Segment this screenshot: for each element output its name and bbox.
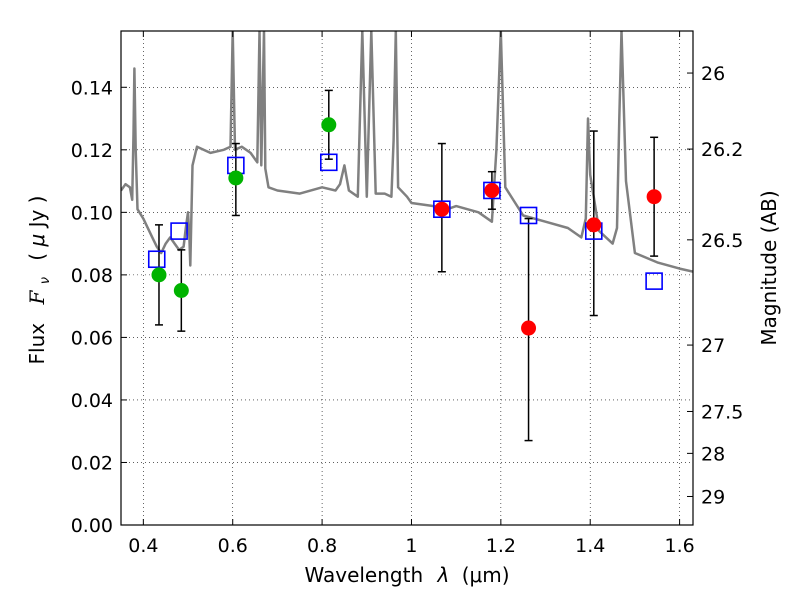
y2-tick-label-3: 27: [701, 335, 725, 357]
x-axis-title-unit: (μm): [462, 563, 510, 587]
y-tick-label-2: 0.04: [71, 390, 113, 412]
y-axis-title-nu: ν: [38, 277, 53, 284]
x-tick-label-3: 1: [405, 535, 417, 557]
y2-tick-label-2: 26.5: [701, 230, 743, 252]
y2-tick-label-4: 27.5: [701, 401, 743, 423]
optical-photometry-point-2: [228, 170, 244, 186]
model-photometry-square-8: [645, 272, 663, 290]
model-photometry-square-3: [319, 153, 338, 172]
x-tick-label-0: 0.4: [128, 535, 158, 557]
y2-axis-title: Magnitude (AB): [757, 190, 781, 345]
nir-photometry-point-2: [521, 320, 537, 336]
model-photometry-square-0: [147, 250, 166, 269]
plot-frame: [120, 30, 694, 526]
y-tick-label-4: 0.08: [71, 265, 113, 287]
y-tick-label-5: 0.10: [71, 202, 113, 224]
x-axis-title: Wavelength λ (μm): [304, 563, 509, 587]
y-axis-title-flux: Flux: [25, 323, 49, 365]
model-photometry-square-1: [170, 222, 188, 240]
x-axis-title-lambda: λ: [437, 563, 450, 587]
y-axis-title-f: F: [25, 290, 49, 306]
y-axis-title-jy: Jy ): [25, 196, 49, 230]
y-tick-label-7: 0.14: [71, 77, 113, 99]
optical-photometry-point-0: [151, 267, 167, 283]
x-tick-label-1: 0.6: [218, 535, 248, 557]
x-tick-label-4: 1.2: [486, 535, 516, 557]
y2-tick-label-1: 26.2: [701, 139, 743, 161]
nir-photometry-point-1: [484, 182, 500, 198]
nir-photometry-point-3: [586, 217, 602, 233]
grid-lines: [121, 31, 693, 526]
model-sed-layer: [121, 31, 693, 273]
nir-photometry-point-4: [646, 189, 662, 205]
y2-tick-label-6: 29: [701, 486, 725, 508]
optical-photometry-point-3: [321, 117, 337, 133]
x-tick-label-6: 1.6: [664, 535, 694, 557]
x-tick-label-5: 1.4: [575, 535, 605, 557]
y-tick-label-1: 0.02: [71, 452, 113, 474]
y-tick-label-3: 0.06: [71, 327, 113, 349]
y-tick-label-0: 0.00: [71, 515, 113, 537]
y2-tick-label-5: 28: [701, 443, 725, 465]
y2-tick-label-0: 26: [701, 63, 725, 85]
x-axis-title-word: Wavelength: [304, 563, 423, 587]
axis-ticks: 0.4 0.6 0.8 1 1.2 1.4 1.6 0.00 0.02 0.04 0.06 0.08 0…: [71, 31, 743, 557]
x-tick-label-2: 0.8: [307, 535, 337, 557]
y-axis-title-paren: (: [25, 247, 49, 261]
y-axis-title-mu: μ: [25, 234, 49, 248]
model-photometry-square-6: [519, 206, 538, 225]
nir-photometry-point-0: [434, 201, 450, 217]
model-photometry-square-4: [433, 200, 451, 219]
y-axis-title: Flux F ν ( μ Jy ): [25, 196, 54, 365]
model-sed-line: [121, 31, 693, 273]
optical-photometry-point-1: [173, 283, 189, 299]
y-tick-label-6: 0.12: [71, 140, 113, 162]
markers-layer: [147, 117, 663, 336]
model-photometry-square-5: [483, 181, 501, 200]
